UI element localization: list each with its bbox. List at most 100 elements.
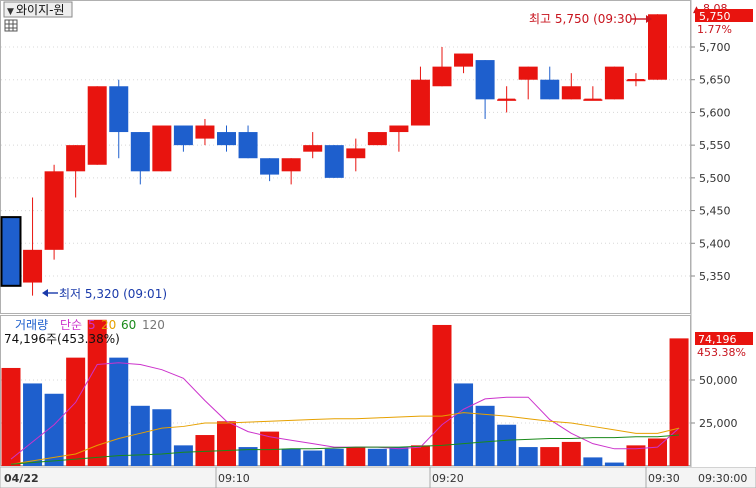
volume-bar[interactable] — [604, 462, 624, 466]
volume-title: 거래량 — [15, 318, 48, 332]
volume-bar[interactable] — [303, 450, 323, 466]
volume-bar[interactable] — [346, 447, 366, 466]
volume-bar[interactable] — [238, 447, 258, 466]
volume-bar[interactable] — [217, 421, 236, 466]
price-axis-label: 5,350 — [699, 270, 731, 283]
price-axis-label: 5,400 — [699, 237, 731, 250]
candle-body[interactable] — [475, 60, 495, 100]
y-axis-band — [691, 0, 756, 467]
candle-body[interactable] — [367, 132, 387, 146]
candle-body[interactable] — [518, 66, 538, 80]
volume-bar[interactable] — [44, 393, 64, 466]
candle-body[interactable] — [238, 132, 258, 159]
candle-body[interactable] — [130, 132, 150, 172]
price-axis-label: 5,550 — [699, 139, 731, 152]
high-arrow-icon — [631, 15, 652, 23]
candle-body[interactable] — [109, 86, 129, 133]
volume-ma-line-20 — [10, 412, 680, 465]
candle-body[interactable] — [604, 66, 624, 100]
x-axis-label: 09:10 — [218, 472, 250, 485]
low-arrow-icon — [42, 289, 58, 297]
x-axis-label: 09:30:00 — [698, 472, 747, 485]
ma-type-label: 단순 — [60, 318, 82, 332]
candle-body[interactable] — [324, 145, 344, 178]
volume-bar[interactable] — [130, 405, 150, 466]
last-volume-pct: 453.38% — [697, 346, 746, 359]
volume-bar[interactable] — [669, 338, 689, 466]
volume-bar[interactable] — [281, 448, 301, 466]
price-axis-label: 5,500 — [699, 172, 731, 185]
candle-body[interactable] — [195, 125, 215, 139]
grid-table-icon[interactable] — [4, 19, 18, 32]
candle-body[interactable] — [454, 53, 474, 67]
candle-body[interactable] — [0, 216, 22, 287]
volume-axis-label: 25,000 — [699, 417, 738, 430]
volume-bar[interactable] — [389, 447, 409, 466]
ma-period-60: 60 — [121, 318, 136, 332]
volume-bar[interactable] — [109, 357, 129, 466]
volume-bar[interactable] — [540, 447, 560, 466]
volume-bar[interactable] — [432, 324, 452, 466]
symbol-down-arrow-icon: ▼ — [7, 7, 14, 17]
volume-bar[interactable] — [1, 367, 21, 466]
candle-body[interactable] — [260, 158, 280, 175]
candle-body[interactable] — [217, 132, 236, 146]
x-axis-label: 04/22 — [4, 472, 39, 485]
volume-bar[interactable] — [410, 445, 430, 466]
volume-bar[interactable] — [173, 445, 193, 466]
candle-body[interactable] — [346, 148, 366, 159]
volume-bar[interactable] — [583, 457, 603, 466]
candle-body[interactable] — [87, 86, 107, 165]
candle-body[interactable] — [152, 125, 172, 172]
last-price-label: 5,750 — [699, 10, 731, 23]
candle-body[interactable] — [432, 66, 452, 87]
last-volume-label: 74,196 — [698, 333, 737, 346]
volume-bar[interactable] — [497, 424, 517, 466]
candle-body[interactable] — [173, 125, 193, 146]
volume-bar[interactable] — [454, 383, 474, 466]
last-volume-text: 74,196주(453.38%) — [4, 332, 120, 346]
volume-axis-label: 50,000 — [699, 374, 738, 387]
volume-bar[interactable] — [648, 438, 667, 466]
volume-bar[interactable] — [475, 405, 495, 466]
candle-body[interactable] — [281, 158, 301, 172]
volume-bar[interactable] — [324, 448, 344, 466]
x-axis-band — [0, 466, 756, 488]
low-annotation: 최저 5,320 (09:01) — [59, 287, 167, 301]
candle-body[interactable] — [23, 249, 43, 283]
price-axis-label: 5,650 — [699, 74, 731, 87]
volume-bar[interactable] — [518, 447, 538, 466]
volume-bar[interactable] — [626, 445, 646, 466]
last-volume-box — [695, 332, 753, 345]
volume-bar[interactable] — [260, 431, 280, 466]
volume-bar[interactable] — [23, 383, 43, 466]
volume-bar[interactable] — [87, 319, 107, 466]
candle-body[interactable] — [66, 145, 86, 172]
x-axis-label: 09:20 — [432, 472, 464, 485]
last-price-box — [695, 9, 753, 22]
candle-body[interactable] — [303, 145, 323, 152]
candle-body[interactable] — [540, 79, 560, 100]
volume-ma-line-60 — [10, 434, 680, 465]
candle-body[interactable] — [44, 171, 64, 250]
volume-bar[interactable] — [367, 448, 387, 466]
ma-period-120: 120 — [142, 318, 165, 332]
volume-bar[interactable] — [561, 441, 581, 466]
price-axis-label: 5,700 — [699, 41, 731, 54]
symbol-name: 와이지-원 — [16, 3, 65, 17]
volume-bar[interactable] — [152, 409, 172, 466]
candle-body[interactable] — [648, 14, 667, 80]
high-annotation: 최고 5,750 (09:30) — [529, 12, 637, 26]
x-axis-label: 09:30 — [648, 472, 680, 485]
price-panel-frame — [0, 0, 691, 314]
price-axis-label: 5,450 — [699, 205, 731, 218]
candle-body[interactable] — [389, 125, 409, 133]
price-axis-label: 5,600 — [699, 106, 731, 119]
volume-bar[interactable] — [195, 435, 215, 466]
symbol-tag[interactable] — [3, 1, 73, 18]
ma-period-5: 5 — [88, 318, 96, 332]
candle-body[interactable] — [410, 79, 430, 126]
candle-body[interactable] — [561, 86, 581, 100]
volume-bar[interactable] — [66, 357, 86, 466]
